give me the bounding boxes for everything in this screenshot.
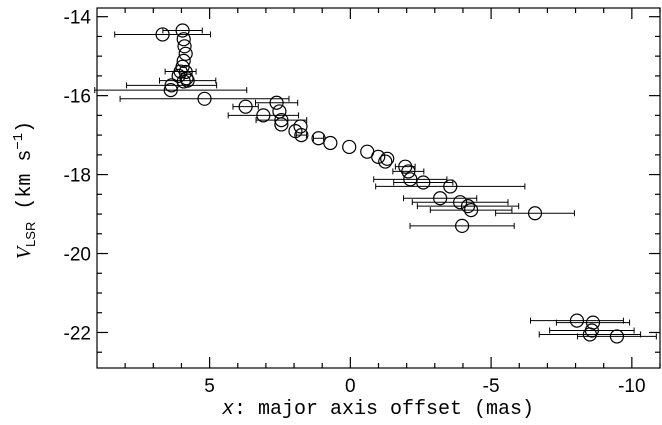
point	[453, 195, 468, 210]
y-tick-label: -14	[64, 8, 92, 29]
x-tick-label: -10	[618, 376, 645, 397]
point	[274, 117, 289, 132]
point	[178, 64, 193, 80]
x-tick-label: -5	[483, 376, 500, 397]
y-tick-label: -22	[64, 323, 91, 344]
point	[401, 164, 416, 179]
point	[272, 104, 287, 119]
point	[403, 172, 418, 187]
point	[380, 151, 395, 166]
point	[443, 179, 458, 194]
y-axis-label-text: (km s	[14, 150, 37, 222]
point	[582, 327, 598, 342]
point	[178, 46, 193, 61]
y-axis-label-subscript: LSR	[23, 222, 38, 247]
point	[311, 131, 326, 146]
point	[175, 23, 190, 38]
point	[455, 218, 470, 233]
point	[378, 154, 393, 169]
point	[179, 71, 194, 86]
point	[293, 119, 308, 134]
point	[197, 91, 212, 106]
point	[269, 95, 284, 110]
point	[171, 68, 186, 83]
x-axis-label: x: major axis offset (mas)	[221, 398, 534, 420]
x-axis-label-var: x	[221, 398, 234, 420]
x-axis-label-text: : major axis offset (mas)	[234, 398, 534, 420]
point	[163, 83, 178, 98]
point	[416, 175, 431, 190]
x-tick-label: 0	[345, 376, 356, 397]
point	[294, 128, 309, 143]
point	[609, 329, 625, 344]
y-tick-label: -16	[64, 87, 91, 108]
y-axis-label-symbol: V	[13, 244, 35, 259]
y-axis-label: VLSR (km s−1)	[11, 121, 38, 259]
point	[527, 206, 543, 221]
point	[464, 203, 479, 218]
y-axis-label-close: )	[14, 121, 37, 133]
point	[180, 73, 195, 88]
point	[460, 199, 476, 214]
point	[323, 135, 338, 151]
point	[238, 99, 253, 114]
y-tick-label: -20	[64, 245, 91, 266]
y-tick-label: -18	[64, 166, 91, 187]
x-tick-label: 5	[204, 376, 215, 397]
point	[342, 139, 357, 155]
point	[433, 191, 448, 206]
point	[274, 113, 289, 128]
point	[398, 159, 413, 174]
point	[177, 39, 192, 54]
point	[176, 53, 191, 68]
point	[569, 313, 585, 328]
point	[164, 78, 179, 93]
point	[176, 32, 191, 47]
point	[256, 108, 271, 123]
y-axis-label-superscript: −1	[11, 133, 27, 150]
point	[371, 149, 386, 164]
